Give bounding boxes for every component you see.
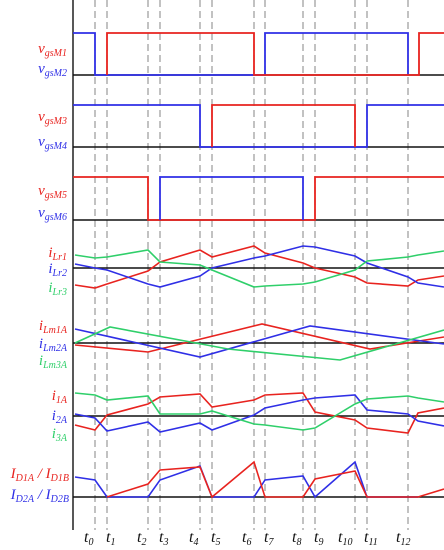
- label-iLr2: iLr2: [48, 261, 67, 279]
- label-iLr3: iLr3: [48, 280, 67, 298]
- label-vgsM6: vgsM6: [38, 205, 67, 223]
- label-vgsM3: vgsM3: [38, 109, 67, 127]
- i1A-wave: [74, 392, 444, 434]
- iLm3A-wave: [74, 326, 444, 361]
- label-iLm1A: iLm1A: [39, 318, 68, 336]
- label-vgsM4: vgsM4: [38, 134, 67, 152]
- label-iLm3A: iLm3A: [39, 353, 68, 371]
- diode-currents: [74, 460, 444, 499]
- iD1-wave: [74, 460, 418, 499]
- time-label-t10: t10: [338, 529, 352, 548]
- label-iD1: ID1A / ID1B: [10, 466, 69, 484]
- time-label-t4: t4: [189, 529, 198, 548]
- label-vgsM1: vgsM1: [38, 41, 67, 59]
- time-label-t7: t7: [264, 529, 274, 548]
- label-iD2: ID2A / ID2B: [10, 487, 69, 505]
- vgsM4-wave: [211, 104, 356, 147]
- time-label-t5: t5: [211, 529, 220, 548]
- label-i3A: i3A: [52, 426, 68, 444]
- axes: [72, 0, 444, 530]
- label-iLm2A: iLm2A: [39, 336, 68, 354]
- label-vgsM2: vgsM2: [38, 61, 67, 79]
- iLm2A-wave: [74, 325, 444, 358]
- y-labels: vgsM1 vgsM2 vgsM3 vgsM4 vgsM5 vgsM6 iLr1…: [10, 41, 69, 505]
- time-label-t8: t8: [292, 529, 301, 548]
- iLr2-wave: [74, 245, 444, 288]
- vgsM3-wave: [73, 104, 444, 148]
- vgsM6-wave: [159, 176, 304, 220]
- time-label-t2: t2: [137, 529, 146, 548]
- time-label-t0: t0: [84, 529, 93, 548]
- label-vgsM5: vgsM5: [38, 183, 67, 201]
- vgsM5-wave: [73, 176, 444, 221]
- iLm1A-wave: [74, 323, 444, 353]
- time-label-t11: t11: [364, 529, 378, 548]
- magnetizing-currents: [74, 323, 444, 361]
- time-label-t1: t1: [106, 529, 115, 548]
- gate-signals: [73, 32, 444, 221]
- label-i2A: i2A: [52, 408, 68, 426]
- output-currents: [74, 392, 444, 434]
- label-i1A: i1A: [52, 388, 68, 406]
- i3A-wave: [74, 392, 444, 431]
- i2A-wave: [74, 394, 444, 433]
- label-iLr1: iLr1: [48, 245, 67, 263]
- time-labels: t0 t1 t2 t3 t4 t5 t6 t7 t8 t9 t10 t11 t1…: [84, 529, 410, 548]
- iLr3-wave: [74, 249, 444, 288]
- time-label-t3: t3: [159, 529, 168, 548]
- iD2-wave: [106, 460, 444, 499]
- time-label-t9: t9: [314, 529, 323, 548]
- resonant-currents: [74, 245, 444, 289]
- time-label-t6: t6: [242, 529, 251, 548]
- time-label-t12: t12: [396, 529, 410, 548]
- vgsM2-wave: [73, 32, 409, 76]
- vgsM1-wave: [106, 32, 444, 76]
